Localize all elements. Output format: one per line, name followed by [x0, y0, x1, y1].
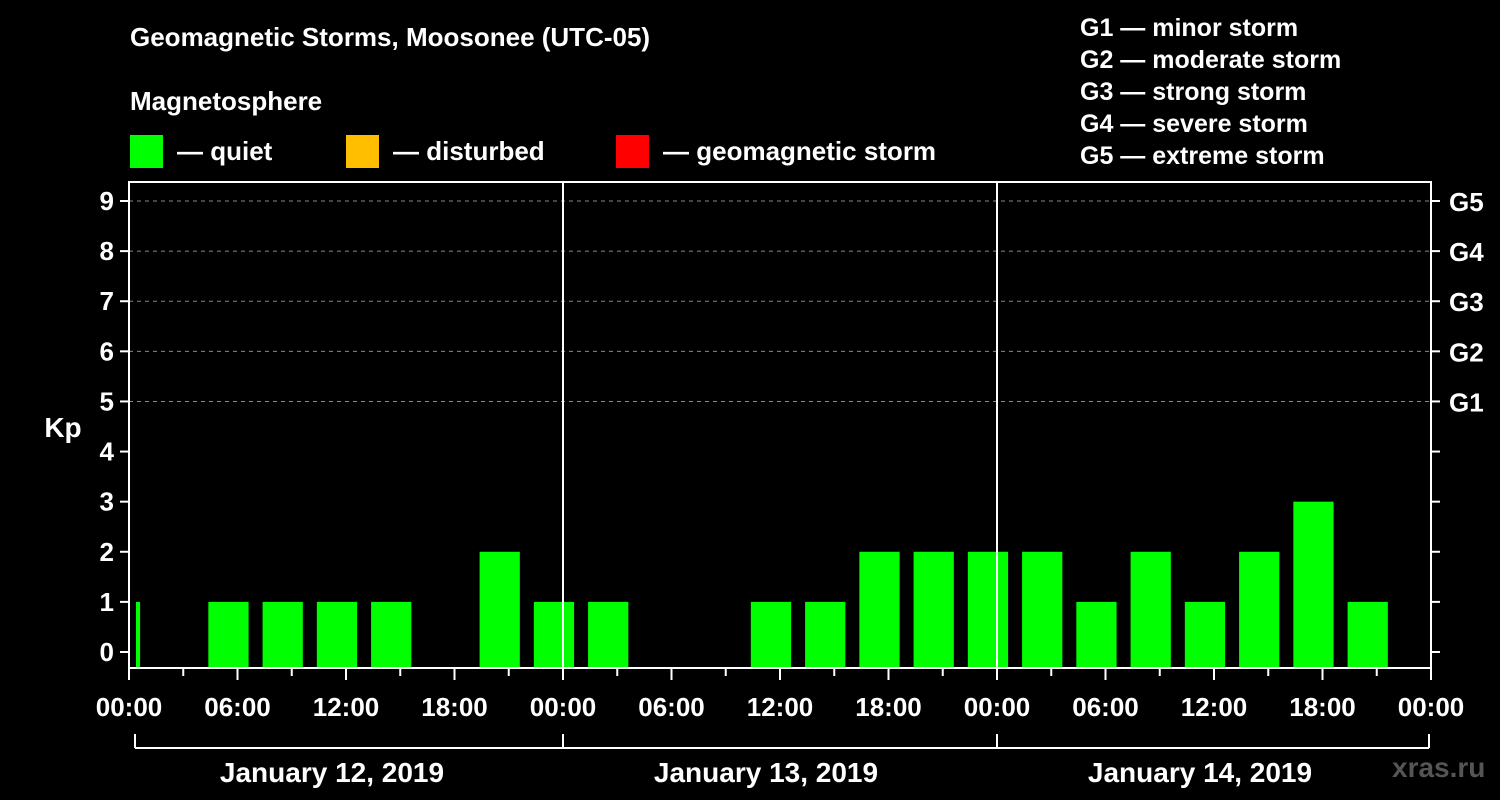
kp-bar — [208, 601, 249, 668]
kp-bar — [1293, 501, 1334, 668]
y-tick-label: 3 — [100, 487, 114, 517]
g-level-label: G2 — [1449, 337, 1484, 367]
kp-bar — [1076, 601, 1117, 668]
kp-bar — [805, 601, 846, 668]
legend-disturbed: — disturbed — [346, 134, 545, 168]
legend-quiet-swatch — [130, 134, 163, 168]
legend-quiet-label: — quiet — [177, 135, 273, 166]
g-level-label: G3 — [1449, 287, 1484, 317]
watermark: xras.ru — [1392, 752, 1486, 783]
g-scale-g4: G4 — severe storm — [1080, 110, 1308, 138]
legend-disturbed-label: — disturbed — [393, 135, 545, 166]
kp-bar — [136, 601, 141, 668]
y-tick-label: 7 — [100, 286, 114, 316]
kp-bar — [913, 551, 954, 668]
chart-title: Geomagnetic Storms, Moosonee (UTC-05) — [130, 22, 651, 52]
g-scale-g1: G1 — minor storm — [1080, 14, 1299, 42]
x-tick-label: 12:00 — [747, 692, 814, 722]
y-tick-label: 8 — [100, 236, 114, 266]
g-level-label: G5 — [1449, 187, 1484, 217]
kp-bar — [1184, 601, 1226, 668]
legend-quiet: — quiet — [130, 134, 272, 168]
x-tick-label: 00:00 — [964, 692, 1031, 722]
x-tick-label: 06:00 — [204, 692, 271, 722]
g-level-label: G1 — [1449, 387, 1484, 417]
kp-bar — [479, 551, 520, 668]
y-tick-label: 2 — [100, 537, 114, 567]
legend-disturbed-swatch — [346, 134, 379, 168]
legend-storm: — geomagnetic storm — [616, 134, 936, 168]
kp-bar — [588, 601, 629, 668]
x-tick-label: 18:00 — [1289, 692, 1356, 722]
x-tick-label: 06:00 — [638, 692, 705, 722]
x-tick-label: 12:00 — [313, 692, 380, 722]
g-level-label: G4 — [1449, 237, 1484, 267]
kp-bar — [1347, 601, 1388, 668]
x-tick-label: 18:00 — [421, 692, 488, 722]
x-tick-label: 00:00 — [1398, 692, 1465, 722]
g-scale-g3: G3 — strong storm — [1080, 78, 1307, 106]
kp-bar — [1239, 551, 1280, 668]
magnetosphere-heading: Magnetosphere — [130, 86, 323, 116]
kp-bar — [371, 601, 412, 668]
g-scale-legend: G1 — minor storm G2 — moderate storm G3 … — [1080, 12, 1341, 172]
y-tick-label: 4 — [100, 437, 115, 467]
day-label: January 12, 2019 — [220, 757, 444, 788]
kp-bar — [1130, 551, 1171, 668]
day-label: January 13, 2019 — [654, 757, 878, 788]
plot-frame — [128, 181, 1432, 669]
kp-bar — [750, 601, 792, 668]
legend-storm-swatch — [616, 134, 649, 168]
g-scale-g5: G5 — extreme storm — [1080, 142, 1325, 170]
day-label: January 14, 2019 — [1088, 757, 1312, 788]
y-tick-label: 6 — [100, 336, 114, 366]
g-scale-g2: G2 — moderate storm — [1080, 46, 1342, 74]
x-tick-label: 00:00 — [530, 692, 597, 722]
kp-bar — [316, 601, 358, 668]
y-tick-label: 9 — [100, 186, 114, 216]
kp-bar — [859, 551, 900, 668]
x-tick-label: 06:00 — [1072, 692, 1139, 722]
legend-storm-label: — geomagnetic storm — [663, 135, 937, 166]
y-tick-label: 5 — [100, 386, 114, 416]
x-tick-label: 12:00 — [1181, 692, 1248, 722]
kp-bar — [262, 601, 303, 668]
x-tick-label: 18:00 — [855, 692, 922, 722]
y-axis-label: Kp — [44, 412, 81, 443]
kp-bar — [1022, 551, 1063, 668]
y-tick-label: 1 — [100, 587, 114, 617]
kp-bar — [967, 551, 1009, 668]
y-tick-label: 0 — [100, 637, 114, 667]
kp-bar — [533, 601, 575, 668]
x-tick-label: 00:00 — [96, 692, 163, 722]
